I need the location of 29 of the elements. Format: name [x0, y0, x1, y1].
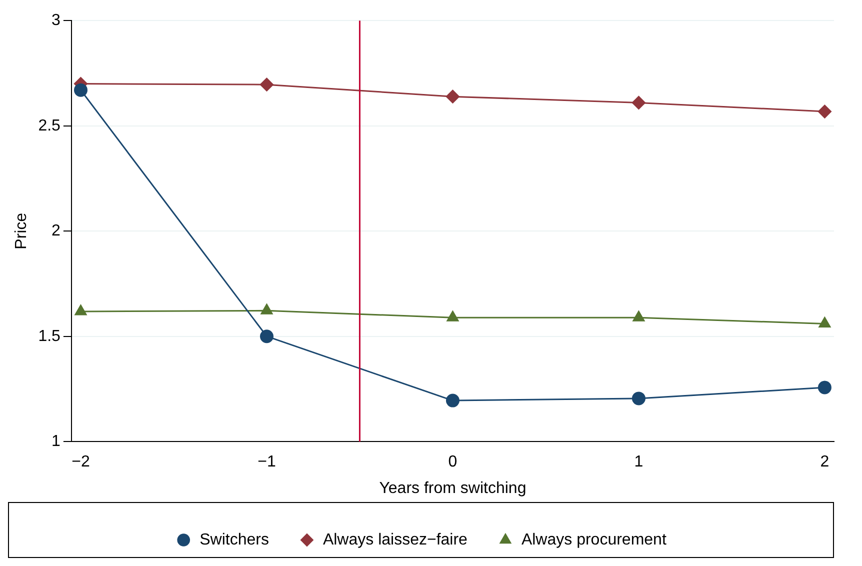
x-tick-label: 2 [820, 454, 830, 471]
x-tick-label: −2 [72, 454, 90, 471]
legend-label: Switchers [200, 531, 269, 548]
point [260, 304, 273, 314]
x-tick-label: −1 [258, 454, 276, 471]
point [74, 304, 87, 316]
y-tick-label: 1 [52, 433, 61, 450]
y-tick-label: 3 [52, 12, 61, 30]
point [818, 316, 831, 328]
y-tick-label: 2.5 [38, 117, 61, 134]
y-axis-title: Price [13, 212, 30, 250]
y-tick-label: 1.5 [38, 328, 61, 345]
point [818, 380, 832, 394]
point [74, 83, 88, 97]
legend-label: Always laissez−faire [322, 531, 468, 548]
point [632, 96, 646, 110]
point [260, 78, 274, 92]
point [446, 90, 460, 104]
x-axis-title: Years from switching [379, 480, 526, 497]
point [818, 104, 832, 118]
point [260, 330, 274, 344]
point [632, 392, 646, 406]
point [446, 394, 460, 408]
x-tick-label: 0 [448, 454, 458, 471]
point [632, 310, 645, 322]
x-tick-label: 1 [634, 454, 644, 471]
y-tick-label: 2 [52, 222, 61, 240]
legend-label: Always procurement [521, 531, 667, 548]
point [446, 310, 459, 322]
